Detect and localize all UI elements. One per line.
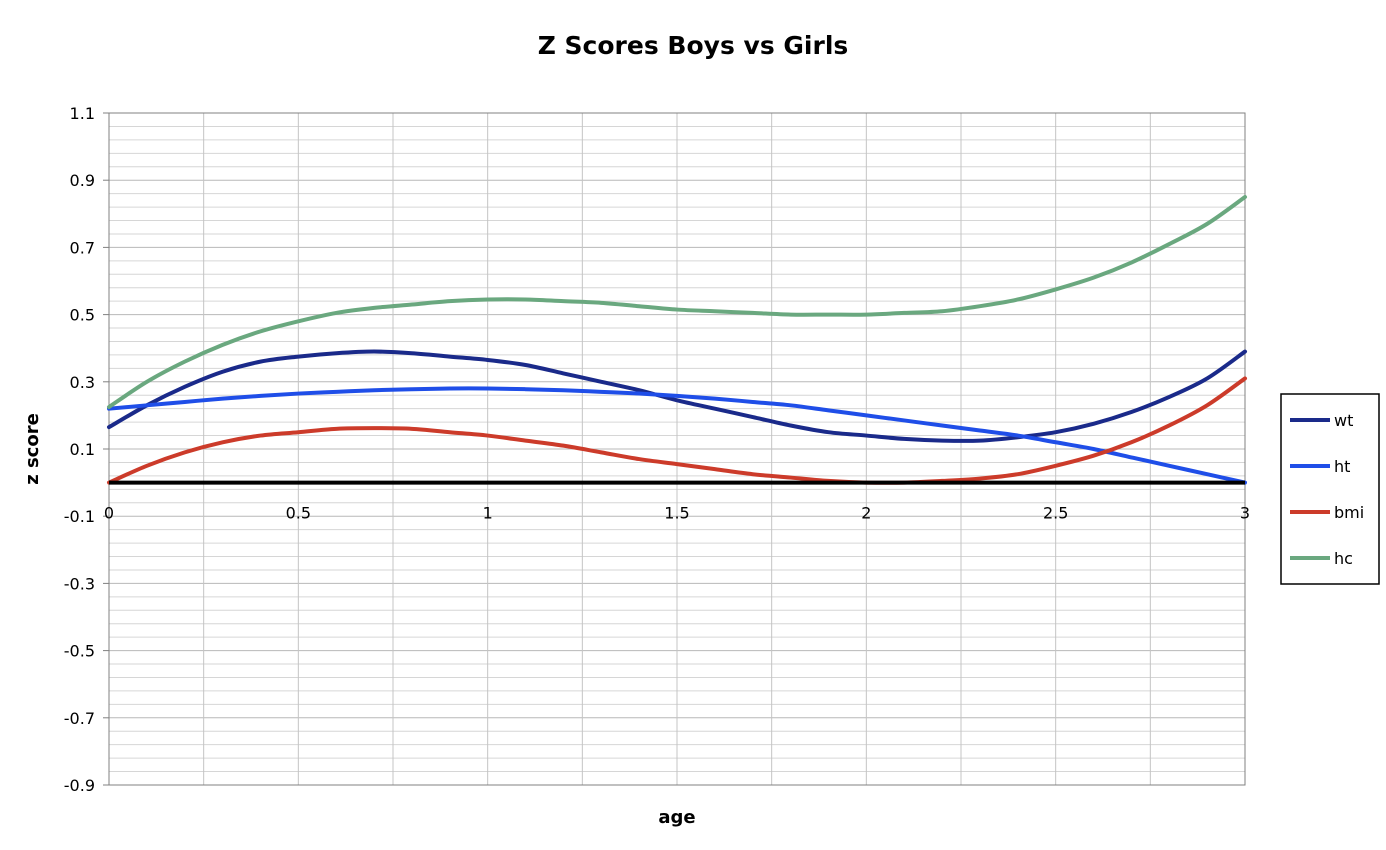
y-tick-label: 0.9 [70, 171, 95, 190]
x-tick-label: 0.5 [286, 504, 311, 523]
x-tick-label: 1 [483, 504, 493, 523]
legend: wt ht bmi hc [1280, 393, 1380, 585]
x-axis-ticks: 0 0.5 1 1.5 2 2.5 3 [104, 504, 1250, 523]
x-tick-label: 1.5 [664, 504, 689, 523]
series-line-ht [107, 386, 1247, 485]
legend-box [1280, 393, 1380, 585]
x-tick-label: 0 [104, 504, 114, 523]
legend-label-bmi: bmi [1334, 503, 1364, 522]
series-line-wt [107, 349, 1247, 443]
series-lines [107, 195, 1247, 485]
legend-label-ht: ht [1334, 457, 1350, 476]
x-axis-title: age [658, 807, 695, 828]
y-tick-label: 1.1 [70, 104, 95, 123]
series-line-hc [107, 195, 1247, 409]
legend-label-wt: wt [1334, 411, 1353, 430]
chart-title: Z Scores Boys vs Girls [538, 31, 849, 60]
x-tick-label: 2 [861, 504, 871, 523]
gridlines [108, 112, 1246, 786]
y-tick-label: -0.3 [64, 574, 95, 593]
legend-label-hc: hc [1334, 549, 1353, 568]
y-tick-label: 0.7 [70, 238, 95, 257]
x-tick-label: 3 [1240, 504, 1250, 523]
y-tick-label: 0.1 [70, 440, 95, 459]
y-axis-ticks: 1.1 0.9 0.7 0.5 0.3 0.1 -0.1 -0.3 -0.5 -0.7 -0.9 [64, 104, 109, 795]
series-line-bmi [107, 376, 1247, 485]
y-tick-label: 0.5 [70, 306, 95, 325]
y-tick-label: 0.3 [70, 373, 95, 392]
x-tick-label: 2.5 [1043, 504, 1068, 523]
y-tick-label: -0.7 [64, 709, 95, 728]
y-axis-title: z score [22, 413, 43, 485]
y-tick-label: -0.5 [64, 642, 95, 661]
y-tick-label: -0.1 [64, 507, 95, 526]
y-tick-label: -0.9 [64, 776, 95, 795]
